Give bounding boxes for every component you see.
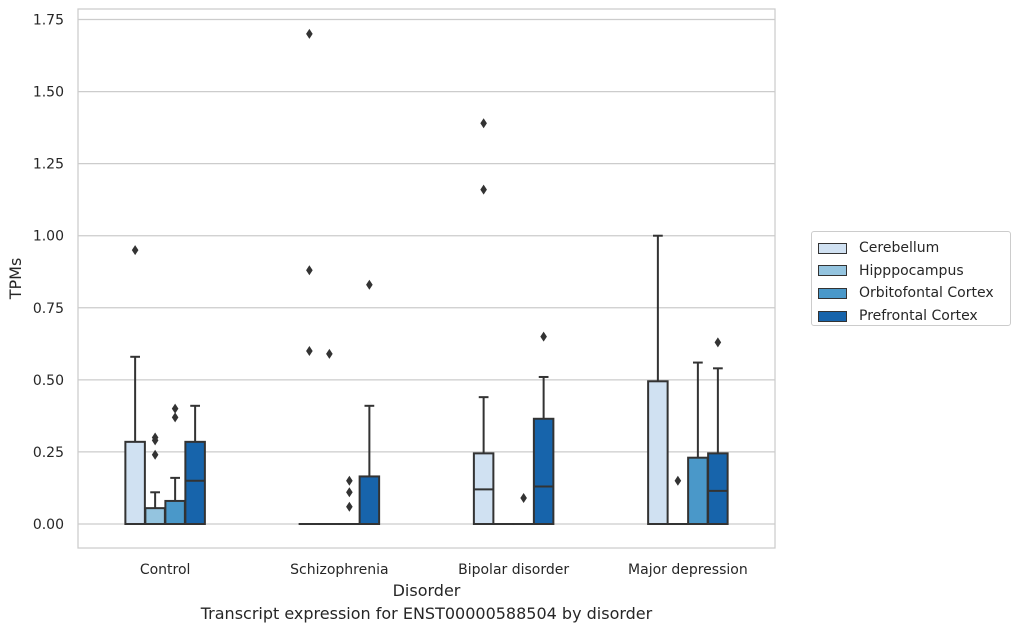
- box-iqr: [532, 417, 555, 526]
- axis-ticks: 0.00 0.25 0.50 0.75 1.00 1.25 1.50 1.75 Control S…: [33, 13, 748, 579]
- box-iqr: [358, 475, 381, 526]
- box-iqr: [687, 456, 709, 525]
- outlier-point: [480, 184, 487, 195]
- outlier-point: [151, 435, 159, 446]
- legend-item: Orbitofontal Cortex: [818, 282, 1010, 305]
- box-iqr: [184, 440, 206, 525]
- outlier-point: [346, 475, 353, 486]
- y-tick-label: 0.50: [33, 373, 64, 389]
- outlier-point: [346, 487, 353, 498]
- outlier-point: [326, 348, 333, 359]
- x-tick-label: Major depression: [628, 562, 748, 578]
- legend-swatch: [818, 265, 847, 277]
- gridlines: [78, 18, 775, 525]
- legend-label: Cerebellum: [859, 240, 940, 257]
- box-cerebellum: [472, 118, 495, 525]
- legend-swatch: [818, 310, 847, 322]
- outlier-point: [480, 118, 487, 129]
- y-tick-label: 1.75: [33, 13, 64, 29]
- outlier-point: [306, 265, 313, 276]
- box-orbitofontal-cortex: [338, 475, 361, 526]
- outlier-point: [714, 337, 722, 348]
- box-hipppocampus: [318, 348, 341, 526]
- legend-swatch: [818, 242, 847, 254]
- legend-label: Orbitofontal Cortex: [859, 285, 994, 302]
- chart-caption: Transcript expression for ENST0000058850…: [200, 604, 653, 623]
- box-iqr: [144, 507, 166, 526]
- legend-label: Prefrontal Cortex: [859, 308, 978, 325]
- outlier-point: [346, 501, 353, 512]
- legend: Cerebellum Hipppocampus Orbitofontal Corte…: [811, 231, 1011, 326]
- box-iqr: [647, 380, 669, 526]
- x-axis-label: Disorder: [393, 581, 461, 600]
- outlier-point: [171, 412, 179, 423]
- box-prefrontal-cortex: [532, 331, 555, 526]
- box-hipppocampus: [667, 475, 689, 526]
- box-orbitofontal-cortex: [512, 493, 535, 526]
- outlier-point: [151, 449, 159, 460]
- box-iqr: [707, 452, 729, 525]
- box-iqr: [124, 440, 146, 525]
- box-prefrontal-cortex: [358, 279, 381, 526]
- legend-item: Prefrontal Cortex: [818, 305, 1010, 328]
- outlier-point: [131, 245, 139, 256]
- legend-item: Hipppocampus: [818, 260, 1010, 283]
- box-cerebellum: [298, 28, 321, 526]
- x-tick-label: Schizophrenia: [290, 562, 388, 578]
- x-tick-label: Bipolar disorder: [458, 562, 569, 578]
- box-iqr: [164, 499, 186, 525]
- outlier-point: [520, 493, 527, 504]
- box-hipppocampus: [144, 432, 166, 526]
- y-tick-label: 1.50: [33, 85, 64, 101]
- outlier-point: [306, 28, 313, 39]
- legend-item: Cerebellum: [818, 237, 1010, 260]
- outlier-point: [540, 331, 547, 342]
- outlier-point: [306, 346, 313, 357]
- y-tick-label: 0.00: [33, 517, 64, 533]
- y-tick-label: 0.75: [33, 301, 64, 317]
- x-tick-label: Control: [140, 562, 191, 578]
- outlier-point: [171, 403, 179, 414]
- box-cerebellum: [647, 234, 669, 526]
- outlier-point: [674, 475, 682, 486]
- box-orbitofontal-cortex: [687, 361, 709, 525]
- box-orbitofontal-cortex: [164, 403, 186, 525]
- legend-label: Hipppocampus: [859, 262, 964, 279]
- y-tick-label: 0.25: [33, 445, 64, 461]
- y-tick-label: 1.25: [33, 157, 64, 173]
- boxes: [124, 28, 729, 526]
- outlier-point: [366, 279, 373, 290]
- box-cerebellum: [124, 245, 146, 525]
- box-prefrontal-cortex: [707, 337, 729, 525]
- plot-frame: [77, 8, 776, 549]
- box-prefrontal-cortex: [184, 404, 206, 525]
- y-tick-label: 1.00: [33, 229, 64, 245]
- legend-swatch: [818, 287, 847, 299]
- y-axis-label: TPMs: [6, 258, 25, 301]
